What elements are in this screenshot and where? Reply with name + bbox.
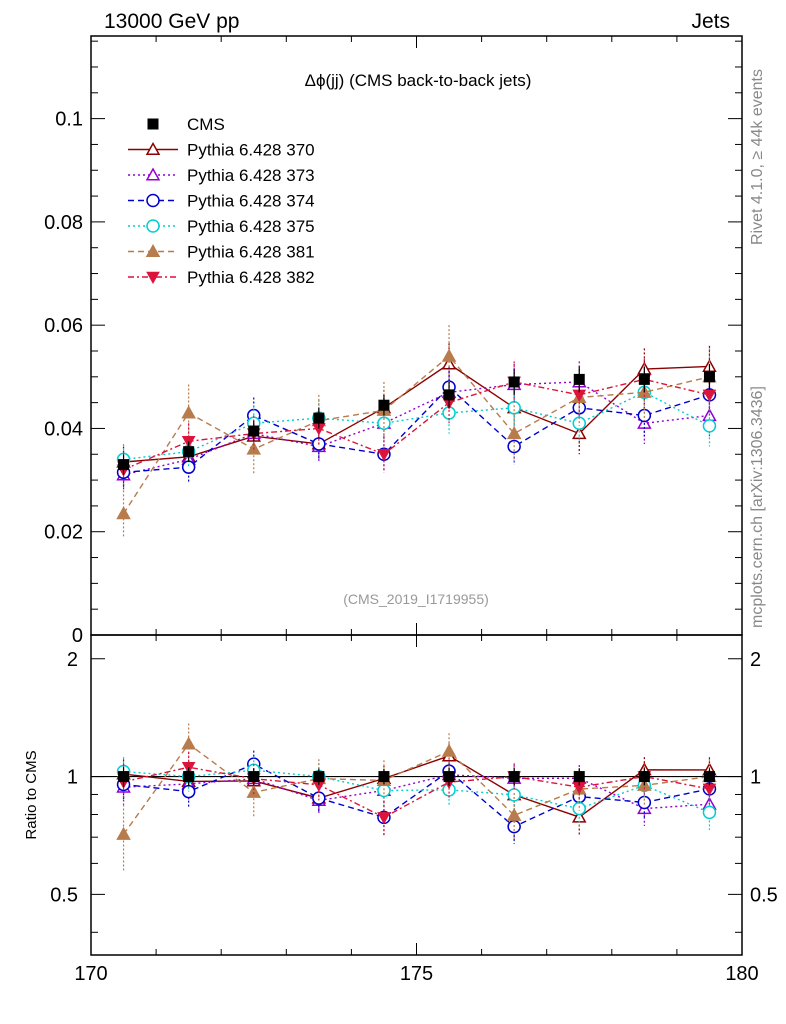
data-marker — [246, 784, 262, 798]
data-marker — [146, 193, 160, 208]
legend-label: Pythia 6.428 374 — [187, 192, 315, 211]
y-tick-label: 0.06 — [44, 315, 83, 337]
data-marker — [443, 389, 455, 401]
ratio-axis-label: Ratio to CMS — [23, 750, 40, 839]
data-marker — [145, 243, 161, 258]
data-marker — [181, 736, 196, 750]
y-tick-label: 0.02 — [44, 522, 83, 544]
analysis-id: (CMS_2019_I1719955) — [343, 591, 489, 607]
data-marker — [118, 771, 130, 783]
data-marker — [507, 401, 521, 415]
legend-label: Pythia 6.428 382 — [187, 268, 315, 287]
data-marker — [506, 426, 522, 440]
data-marker — [508, 376, 520, 388]
ratio-tick-label: 0.5 — [50, 884, 78, 906]
legend-label: Pythia 6.428 375 — [187, 217, 315, 236]
legend-label: CMS — [187, 115, 225, 134]
series-line — [123, 381, 710, 476]
data-marker — [638, 373, 650, 385]
mcplots-label: mcplots.cern.ch [arXiv:1306.3436] — [749, 386, 766, 628]
series-line — [122, 355, 710, 515]
data-marker — [703, 771, 715, 783]
data-marker — [572, 801, 586, 816]
data-marker — [572, 416, 586, 431]
data-marker — [637, 795, 652, 810]
main-panel: 0 0.02 0.04 0.06 0.08 0.1 CMS Pythia 6.428 370 P… — [44, 35, 743, 647]
data-marker — [145, 141, 161, 156]
series-line — [123, 386, 710, 474]
data-marker — [183, 446, 195, 458]
data-marker — [312, 791, 326, 805]
rivet-label: Rivet 4.1.0, ≥ 44k events — [749, 69, 766, 245]
x-tick-label: 180 — [725, 963, 758, 985]
series-line — [123, 378, 710, 471]
data-marker — [441, 348, 457, 362]
x-tick-label: 175 — [400, 963, 433, 985]
ratio-tick-label-right: 2 — [750, 649, 761, 671]
data-marker — [183, 771, 195, 783]
data-marker — [506, 807, 522, 821]
ratio-tick-label-right: 1 — [750, 767, 761, 789]
y-tick-label: 0.08 — [44, 212, 83, 234]
data-marker — [638, 771, 650, 783]
legend-label: Pythia 6.428 373 — [187, 166, 315, 185]
data-marker — [441, 743, 457, 757]
data-marker — [313, 412, 325, 424]
energy-label: 13000 GeV pp — [104, 10, 239, 33]
data-marker — [378, 771, 390, 783]
data-marker — [313, 771, 325, 783]
data-marker — [573, 373, 585, 385]
data-marker — [248, 425, 260, 437]
process-label: Jets — [691, 10, 730, 33]
ratio-tick-label-right: 0.5 — [750, 884, 778, 906]
chart-title: Δϕ(jj) (CMS back-to-back jets) — [305, 71, 532, 90]
series-line — [123, 755, 710, 818]
data-marker — [146, 271, 160, 285]
data-marker — [573, 771, 585, 783]
ratio-panel: 170 175 180 0.5 1 2 0.5 1 2 — [50, 634, 778, 985]
legend: CMS Pythia 6.428 370 Pythia 6.428 373 Pythi… — [128, 115, 315, 287]
legend-label: Pythia 6.428 370 — [187, 141, 315, 160]
legend-label: Pythia 6.428 381 — [187, 243, 315, 262]
series-line — [123, 763, 710, 828]
series-line — [123, 766, 710, 819]
data-marker — [377, 783, 391, 798]
data-marker — [637, 408, 652, 423]
data-marker — [118, 459, 130, 471]
data-marker — [116, 826, 131, 840]
data-marker — [146, 219, 160, 233]
data-marker — [145, 167, 161, 181]
data-marker — [181, 405, 196, 419]
ratio-tick-label: 1 — [67, 767, 78, 789]
data-marker — [116, 506, 131, 520]
data-marker — [703, 371, 715, 383]
data-marker — [377, 812, 391, 825]
data-marker — [147, 118, 159, 130]
data-marker — [443, 771, 455, 783]
data-marker — [571, 426, 587, 440]
y-tick-label: 0.1 — [55, 109, 83, 131]
data-marker — [441, 356, 457, 370]
ratio-tick-label: 2 — [67, 649, 78, 671]
data-marker — [248, 771, 260, 783]
x-tick-label: 170 — [74, 963, 107, 985]
y-tick-label: 0.04 — [44, 418, 83, 440]
series-line — [123, 769, 710, 814]
data-marker — [378, 399, 390, 411]
data-marker — [702, 419, 717, 433]
data-marker — [702, 805, 717, 820]
data-marker — [508, 771, 520, 783]
data-marker — [702, 389, 717, 402]
y-tick-label: 0 — [72, 625, 83, 647]
data-marker — [377, 448, 391, 462]
series-line — [122, 743, 710, 835]
